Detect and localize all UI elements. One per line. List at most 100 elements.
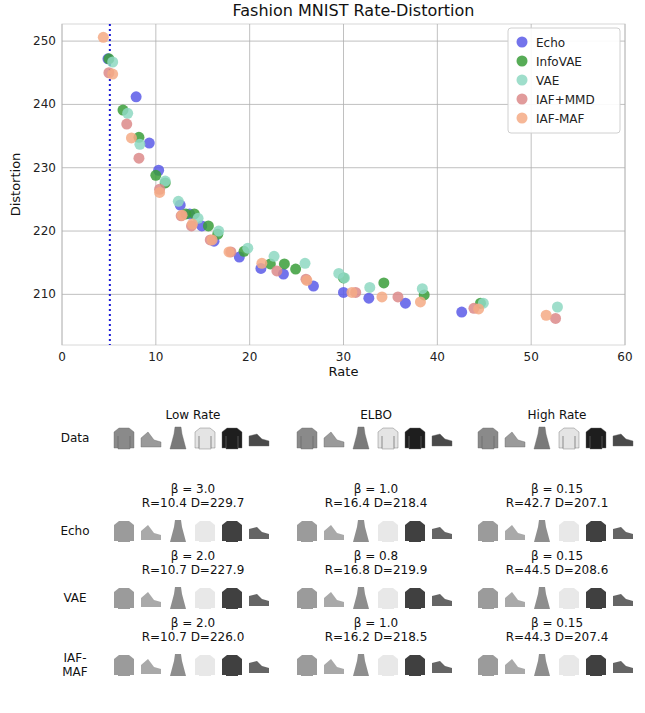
thumbnail-shape bbox=[586, 655, 606, 676]
rate-distortion-label: R=44.3 D=207.4 bbox=[506, 630, 609, 644]
thumbnail-shape bbox=[534, 654, 550, 676]
thumbnail-shape bbox=[324, 592, 344, 607]
point bbox=[107, 56, 118, 67]
rate-distortion-label: R=42.7 D=207.1 bbox=[506, 496, 609, 510]
thumbnail-shape bbox=[170, 587, 186, 609]
point bbox=[290, 264, 301, 275]
thumbnail-shape bbox=[505, 592, 525, 607]
thumbnail-shape bbox=[478, 588, 498, 609]
x-grid-line bbox=[625, 24, 626, 345]
legend-label: IAF+MMD bbox=[536, 93, 595, 107]
legend-marker bbox=[517, 75, 528, 86]
thumbnail-shape bbox=[505, 659, 525, 674]
point bbox=[364, 282, 375, 293]
legend-marker bbox=[517, 94, 528, 105]
point bbox=[176, 210, 187, 221]
point bbox=[207, 234, 218, 245]
thumbnail-row bbox=[114, 654, 269, 676]
point bbox=[417, 283, 428, 294]
x-tick-label: 40 bbox=[430, 350, 445, 364]
thumbnail-row bbox=[114, 587, 269, 609]
thumbnail-shape bbox=[114, 428, 134, 449]
y-tick-label: 230 bbox=[33, 161, 56, 175]
thumbnail-shape bbox=[195, 588, 215, 609]
thumbnail-shape bbox=[324, 432, 344, 447]
grid bbox=[62, 24, 625, 345]
point bbox=[121, 119, 132, 130]
rate-distortion-label: R=16.2 D=218.5 bbox=[325, 630, 428, 644]
thumbnail-shape bbox=[297, 428, 317, 449]
point bbox=[144, 138, 155, 149]
column-header: Low Rate bbox=[166, 408, 221, 422]
thumbnail-row bbox=[478, 587, 633, 609]
thumbnail-shape bbox=[324, 525, 344, 540]
thumbnail-shape bbox=[114, 655, 134, 676]
point bbox=[376, 291, 387, 302]
row-label: VAE bbox=[63, 591, 86, 605]
thumbnail-shape bbox=[534, 587, 550, 609]
point bbox=[363, 293, 374, 304]
beta-label: β = 0.8 bbox=[354, 549, 398, 563]
row-label-line: MAF bbox=[62, 665, 88, 679]
beta-label: β = 1.0 bbox=[354, 482, 398, 496]
thumbnail-shape bbox=[222, 428, 242, 449]
beta-label: β = 0.15 bbox=[531, 616, 583, 630]
thumbnail-shape bbox=[505, 525, 525, 540]
legend: EchoInfoVAEVAEIAF+MMDIAF-MAF bbox=[508, 28, 620, 133]
thumbnail-shape bbox=[353, 654, 369, 676]
series-1 bbox=[103, 53, 486, 308]
thumbnail-shape bbox=[141, 592, 161, 607]
point bbox=[550, 313, 561, 324]
column-header: High Rate bbox=[528, 408, 587, 422]
thumbnail-shape bbox=[405, 655, 425, 676]
beta-label: β = 1.0 bbox=[354, 616, 398, 630]
point bbox=[300, 258, 311, 269]
y-tick-label: 220 bbox=[33, 224, 56, 238]
thumbnail-shape bbox=[378, 588, 398, 609]
thumbnail-shape bbox=[505, 432, 525, 447]
legend-box bbox=[508, 28, 620, 133]
rate-distortion-label: R=44.5 D=208.6 bbox=[506, 563, 609, 577]
legend-label: IAF-MAF bbox=[536, 112, 585, 126]
point bbox=[126, 132, 137, 143]
y-axis-title: Distortion bbox=[8, 153, 23, 217]
column-header: ELBO bbox=[360, 408, 392, 422]
thumbnail-shape bbox=[432, 434, 452, 446]
thumbnail-shape bbox=[559, 428, 579, 449]
thumbnail-shape bbox=[378, 655, 398, 676]
rate-distortion-label: R=10.4 D=229.7 bbox=[142, 496, 245, 510]
point bbox=[269, 251, 280, 262]
point bbox=[242, 243, 253, 254]
thumbnail-shape bbox=[432, 594, 452, 606]
rate-distortion-label: R=10.7 D=226.0 bbox=[142, 630, 245, 644]
thumbnail-shape bbox=[249, 594, 269, 606]
thumbnail-shape bbox=[613, 434, 633, 446]
point bbox=[552, 302, 563, 313]
point bbox=[98, 32, 109, 43]
thumbnail-row bbox=[478, 427, 633, 449]
point bbox=[177, 210, 188, 221]
point bbox=[392, 291, 403, 302]
series-3 bbox=[103, 67, 561, 324]
x-tick-label: 50 bbox=[524, 350, 539, 364]
thumbnail-shape bbox=[353, 427, 369, 449]
thumbnail-row bbox=[114, 427, 269, 449]
point bbox=[203, 220, 214, 231]
point bbox=[271, 265, 282, 276]
beta-label: β = 0.15 bbox=[531, 549, 583, 563]
legend-label: Echo bbox=[536, 36, 565, 50]
point bbox=[154, 187, 165, 198]
y-grid-line bbox=[62, 231, 625, 232]
y-tick-label: 240 bbox=[33, 97, 56, 111]
legend-marker bbox=[517, 113, 528, 124]
row-label: Echo bbox=[60, 524, 89, 538]
thumbnail-shape bbox=[222, 588, 242, 609]
chart-title: Fashion MNIST Rate-Distortion bbox=[233, 1, 475, 20]
row-label: Data bbox=[61, 431, 90, 445]
thumbnail-row bbox=[114, 520, 269, 542]
thumbnail-shape bbox=[324, 659, 344, 674]
thumbnail-shape bbox=[586, 428, 606, 449]
thumbnail-shape bbox=[534, 520, 550, 542]
thumbnail-shape bbox=[613, 527, 633, 539]
thumbnail-shape bbox=[195, 428, 215, 449]
